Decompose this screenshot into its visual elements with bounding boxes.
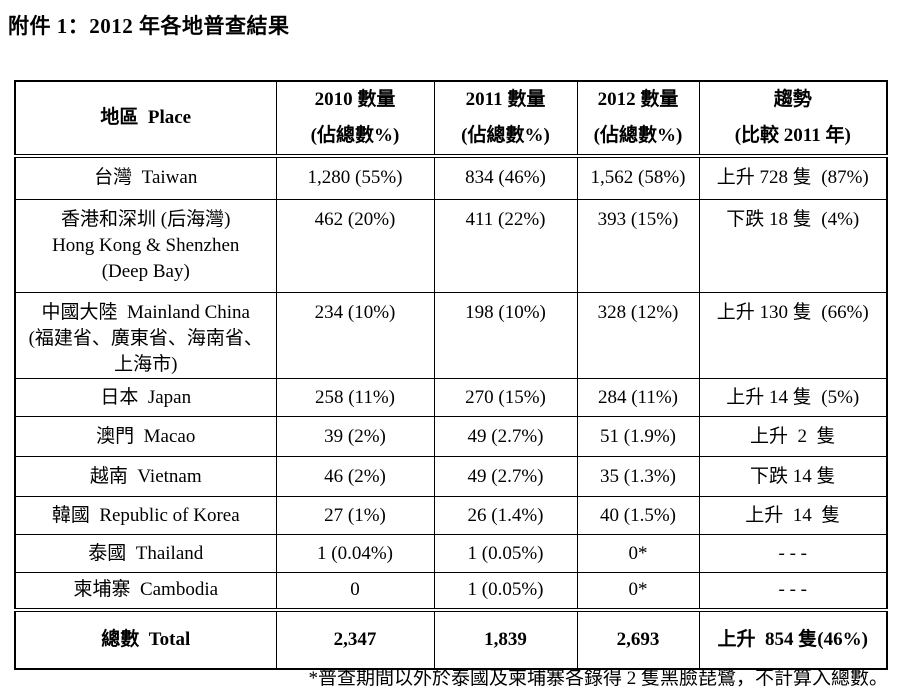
- header-2012: 2012 數量 (佔總數%): [576, 80, 700, 159]
- cell-place: 台灣 Taiwan: [14, 155, 277, 200]
- cell-2011: 834 (46%): [433, 155, 578, 200]
- cell-2011: 1 (0.05%): [433, 572, 578, 612]
- cell-place: 越南 Vietnam: [14, 456, 277, 498]
- cell-place: 韓國 Republic of Korea: [14, 496, 277, 536]
- cell-total-label: 總數 Total: [14, 609, 277, 670]
- cell-2012: 1,562 (58%): [576, 155, 700, 200]
- cell-place: 中國大陸 Mainland China (福建省、廣東省、海南省、 上海市): [14, 291, 277, 380]
- header-2011: 2011 數量 (佔總數%): [433, 80, 578, 159]
- cell-total-2011: 1,839: [433, 609, 578, 670]
- cell-2011: 49 (2.7%): [433, 416, 578, 458]
- cell-trend: 上升 2 隻: [698, 416, 888, 458]
- cell-2011: 198 (10%): [433, 291, 578, 380]
- cell-trend: 下跌 14 隻: [698, 456, 888, 498]
- cell-trend: - - -: [698, 572, 888, 612]
- table-row-taiwan: 台灣 Taiwan 1,280 (55%) 834 (46%) 1,562 (5…: [14, 155, 888, 200]
- cell-2010: 462 (20%): [275, 198, 435, 293]
- cell-2011: 26 (1.4%): [433, 496, 578, 536]
- census-results-table: 地區 Place 2010 數量 (佔總數%) 2011 數量 (佔總數%) 2…: [14, 80, 888, 670]
- page-title: 附件 1：2012 年各地普查結果: [8, 14, 290, 38]
- cell-total-trend: 上升 854 隻(46%): [698, 609, 888, 670]
- cell-2010: 234 (10%): [275, 291, 435, 380]
- cell-2011: 1 (0.05%): [433, 534, 578, 574]
- cell-total-2012: 2,693: [576, 609, 700, 670]
- cell-2012: 284 (11%): [576, 378, 700, 418]
- cell-2011: 411 (22%): [433, 198, 578, 293]
- cell-2010: 258 (11%): [275, 378, 435, 418]
- cell-total-2010: 2,347: [275, 609, 435, 670]
- header-2010: 2010 數量 (佔總數%): [275, 80, 435, 159]
- cell-2010: 27 (1%): [275, 496, 435, 536]
- table-row-total: 總數 Total 2,347 1,839 2,693 上升 854 隻(46%): [14, 609, 888, 670]
- table-row-hongkong-shenzhen: 香港和深圳 (后海灣) Hong Kong & Shenzhen (Deep B…: [14, 198, 888, 293]
- header-trend: 趨勢 (比較 2011 年): [698, 80, 888, 159]
- cell-2012: 40 (1.5%): [576, 496, 700, 536]
- cell-2012: 0*: [576, 572, 700, 612]
- table-row-mainland-china: 中國大陸 Mainland China (福建省、廣東省、海南省、 上海市) 2…: [14, 291, 888, 380]
- footnote: *普查期間以外於泰國及柬埔寨各錄得 2 隻黑臉琵鷺，不計算入總數。: [308, 668, 888, 689]
- cell-2012: 393 (15%): [576, 198, 700, 293]
- cell-2012: 0*: [576, 534, 700, 574]
- cell-2010: 39 (2%): [275, 416, 435, 458]
- cell-trend: 上升 130 隻 (66%): [698, 291, 888, 380]
- cell-trend: - - -: [698, 534, 888, 574]
- cell-trend: 上升 728 隻 (87%): [698, 155, 888, 200]
- cell-2012: 328 (12%): [576, 291, 700, 380]
- cell-place: 香港和深圳 (后海灣) Hong Kong & Shenzhen (Deep B…: [14, 198, 277, 293]
- header-place: 地區 Place: [14, 80, 277, 159]
- cell-trend: 下跌 18 隻 (4%): [698, 198, 888, 293]
- cell-place: 柬埔寨 Cambodia: [14, 572, 277, 612]
- cell-2010: 0: [275, 572, 435, 612]
- table-header-row: 地區 Place 2010 數量 (佔總數%) 2011 數量 (佔總數%) 2…: [14, 80, 888, 159]
- cell-2012: 51 (1.9%): [576, 416, 700, 458]
- table-row-korea: 韓國 Republic of Korea 27 (1%) 26 (1.4%) 4…: [14, 496, 888, 536]
- cell-2011: 49 (2.7%): [433, 456, 578, 498]
- table-row-japan: 日本 Japan 258 (11%) 270 (15%) 284 (11%) 上…: [14, 378, 888, 418]
- cell-2011: 270 (15%): [433, 378, 578, 418]
- cell-2010: 1 (0.04%): [275, 534, 435, 574]
- cell-2010: 46 (2%): [275, 456, 435, 498]
- cell-2010: 1,280 (55%): [275, 155, 435, 200]
- cell-trend: 上升 14 隻: [698, 496, 888, 536]
- table-row-thailand: 泰國 Thailand 1 (0.04%) 1 (0.05%) 0* - - -: [14, 534, 888, 574]
- table-row-cambodia: 柬埔寨 Cambodia 0 1 (0.05%) 0* - - -: [14, 572, 888, 612]
- cell-2012: 35 (1.3%): [576, 456, 700, 498]
- table-row-macao: 澳門 Macao 39 (2%) 49 (2.7%) 51 (1.9%) 上升 …: [14, 416, 888, 458]
- cell-place: 澳門 Macao: [14, 416, 277, 458]
- cell-place: 泰國 Thailand: [14, 534, 277, 574]
- cell-trend: 上升 14 隻 (5%): [698, 378, 888, 418]
- cell-place: 日本 Japan: [14, 378, 277, 418]
- table-row-vietnam: 越南 Vietnam 46 (2%) 49 (2.7%) 35 (1.3%) 下…: [14, 456, 888, 498]
